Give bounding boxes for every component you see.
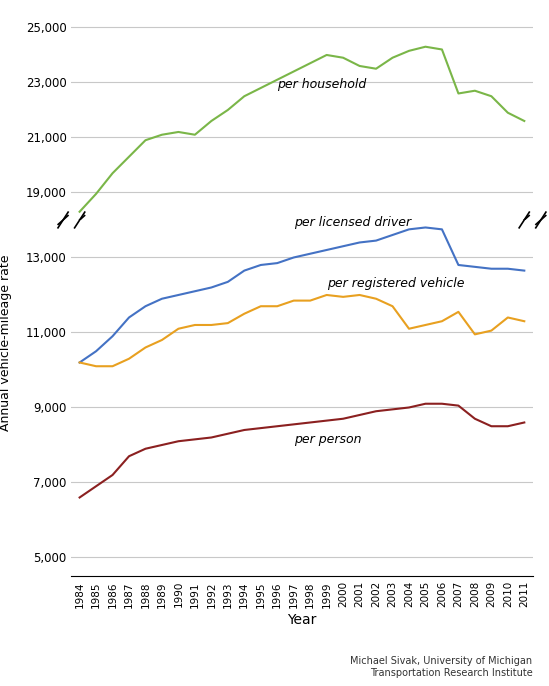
Text: per person: per person [294, 433, 361, 446]
Text: per licensed driver: per licensed driver [294, 215, 411, 228]
Text: Michael Sivak, University of Michigan
Transportation Research Institute: Michael Sivak, University of Michigan Tr… [350, 657, 533, 678]
Text: per household: per household [277, 78, 367, 91]
X-axis label: Year: Year [287, 613, 317, 627]
Text: Annual vehicle-mileage rate: Annual vehicle-mileage rate [0, 255, 12, 431]
Text: per registered vehicle: per registered vehicle [327, 277, 464, 290]
